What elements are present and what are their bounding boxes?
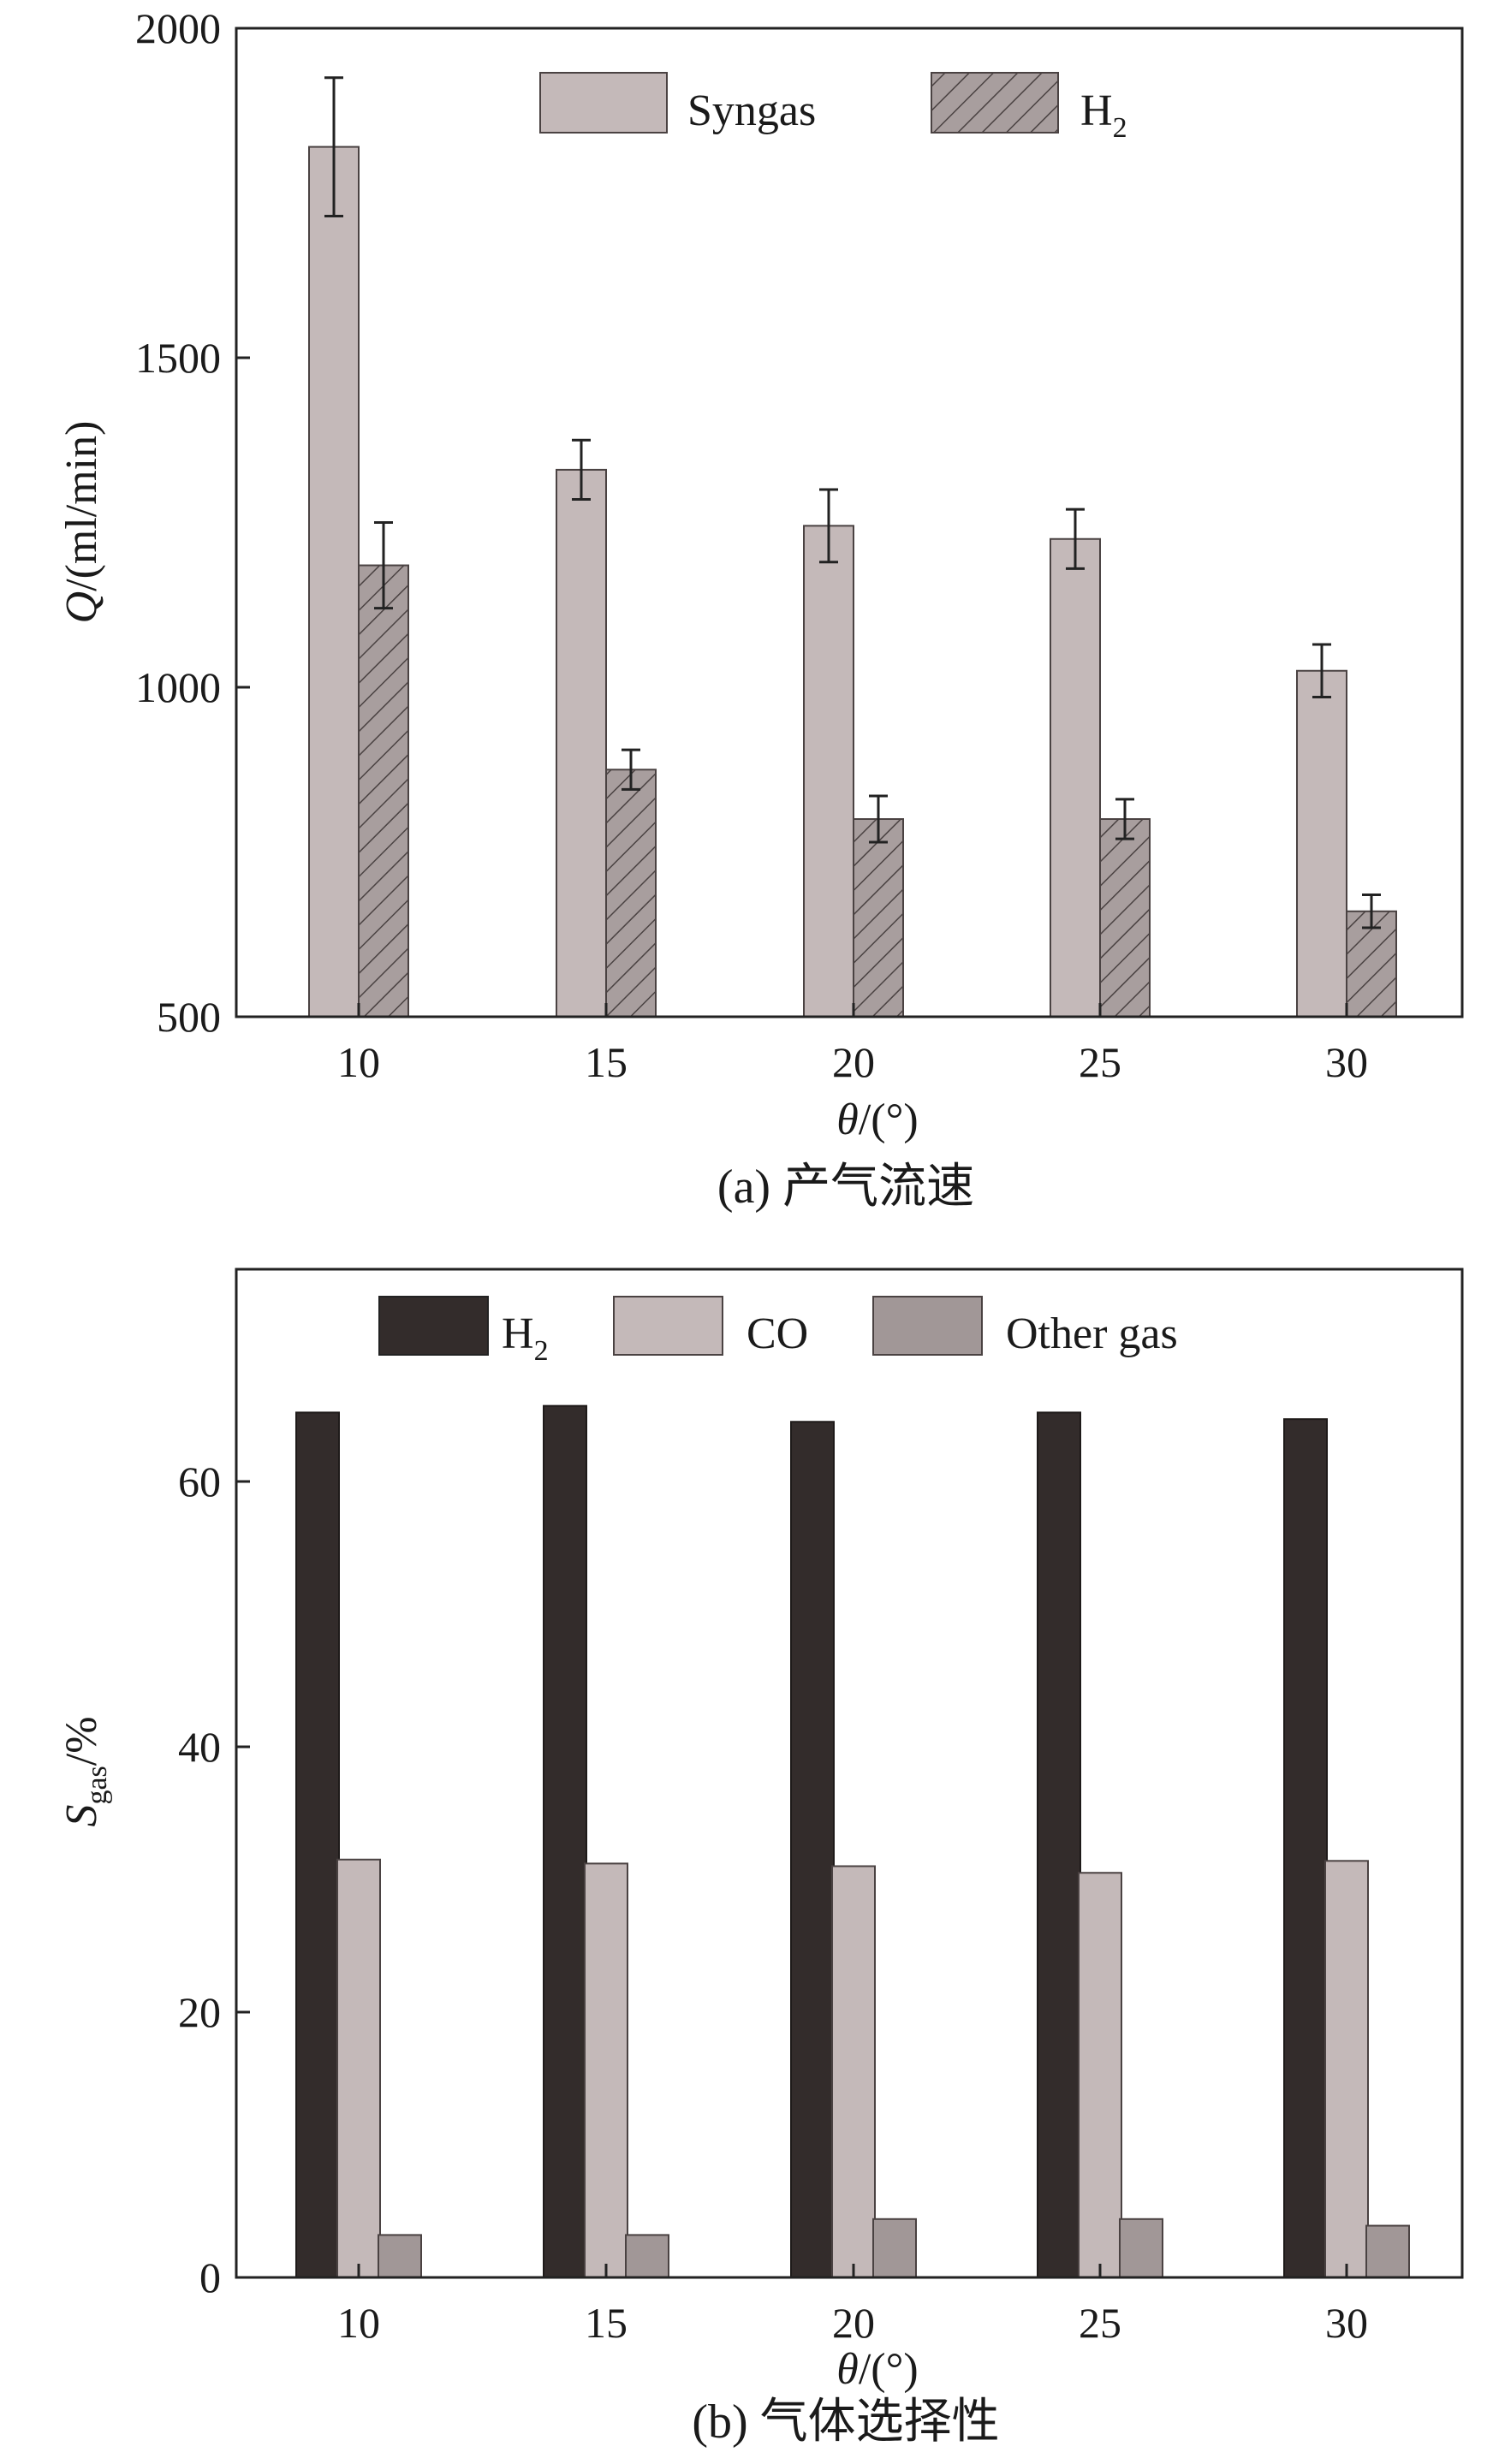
legend-a-h2-label: H2	[1080, 86, 1127, 144]
x-tick-label-a: 10	[337, 1038, 380, 1086]
chart-b-frame	[235, 1268, 1464, 2279]
bar-a-h-15	[605, 769, 657, 1018]
bar-b-co-10	[336, 1858, 381, 2278]
x-tick-label-a: 30	[1325, 1038, 1368, 1086]
bar-a-syngas-10	[308, 145, 360, 1018]
bar-b-h-30	[1283, 1418, 1328, 2278]
chart-a-xlabel: θ/(°)	[836, 1095, 918, 1144]
y-tick-label-a: 500	[157, 993, 221, 1041]
y-tick-label-b: 60	[178, 1458, 221, 1505]
bar-b-other-gas-15	[625, 2234, 669, 2279]
bar-a-h-20	[853, 818, 904, 1018]
chart-a-ylabel: Q/(ml/min)	[57, 421, 106, 624]
legend-b-h2-swatch	[378, 1296, 489, 1356]
chart-b-caption: (b) 气体选择性	[692, 2396, 999, 2449]
bar-b-co-20	[831, 1865, 876, 2278]
chart-b-panel: 0 20 40 60 10 15 20 25 30 H2 CO Other gas θ/(°) …	[0, 1224, 1493, 2460]
bar-b-other-gas-20	[872, 2218, 917, 2279]
bar-b-h-20	[790, 1421, 835, 2278]
bar-b-other-gas-25	[1119, 2218, 1163, 2279]
chart-b-legend: H2 CO Other gas	[378, 1296, 1178, 1367]
bar-b-h-25	[1037, 1411, 1081, 2278]
x-tick-label-b: 10	[337, 2299, 380, 2347]
bar-b-other-gas-30	[1365, 2224, 1410, 2279]
bar-a-syngas-25	[1050, 537, 1101, 1018]
bar-a-h-25	[1099, 818, 1151, 1018]
x-tick-label-b: 30	[1325, 2299, 1368, 2347]
bar-a-h-10	[358, 564, 409, 1018]
chart-a-panel: 500 1000 1500 2000 10 15 20 25 30 Syngas H2 θ/(°…	[0, 0, 1493, 1224]
y-tick-label-a: 1000	[135, 663, 221, 711]
chart-b-ylabel: Sgas/%	[57, 1716, 113, 1826]
bar-b-co-15	[584, 1862, 628, 2279]
bar-b-co-25	[1078, 1872, 1122, 2278]
legend-a-h2-swatch	[931, 72, 1059, 134]
y-tick-label-a: 1500	[135, 334, 221, 382]
legend-b-other-swatch	[872, 1296, 983, 1356]
y-tick-label-a: 2000	[135, 4, 221, 52]
chart-a-legend: Syngas H2	[539, 72, 1127, 144]
legend-b-co-label: CO	[746, 1309, 808, 1358]
x-tick-label-b: 25	[1079, 2299, 1121, 2347]
bar-a-syngas-15	[556, 468, 607, 1018]
bar-b-h-10	[295, 1411, 340, 2278]
chart-b-xlabel: θ/(°)	[836, 2345, 918, 2394]
bar-b-h-15	[543, 1404, 587, 2278]
legend-a-syngas-label: Syngas	[687, 86, 816, 135]
y-tick-label-b: 20	[178, 1988, 221, 2036]
chart-a: 500 1000 1500 2000 10 15 20 25 30 Syngas H2 θ/(°…	[57, 4, 1464, 1214]
legend-b-other-label: Other gas	[1006, 1309, 1178, 1358]
bar-b-other-gas-10	[378, 2234, 422, 2279]
bar-a-syngas-30	[1296, 669, 1347, 1018]
y-tick-label-b: 0	[199, 2253, 221, 2301]
chart-a-frame	[235, 27, 1464, 1018]
legend-b-co-swatch	[613, 1296, 723, 1356]
bar-a-syngas-20	[803, 525, 854, 1018]
x-tick-label-b: 20	[832, 2299, 875, 2347]
x-tick-label-b: 15	[585, 2299, 628, 2347]
x-tick-label-a: 20	[832, 1038, 875, 1086]
chart-a-caption: (a) 产气流速	[717, 1161, 974, 1214]
legend-a-syngas-swatch	[539, 72, 668, 134]
x-tick-label-a: 25	[1079, 1038, 1121, 1086]
legend-b-h2-label: H2	[502, 1309, 549, 1367]
x-tick-label-a: 15	[585, 1038, 628, 1086]
bar-b-co-30	[1324, 1860, 1369, 2278]
y-tick-label-b: 40	[178, 1723, 221, 1771]
